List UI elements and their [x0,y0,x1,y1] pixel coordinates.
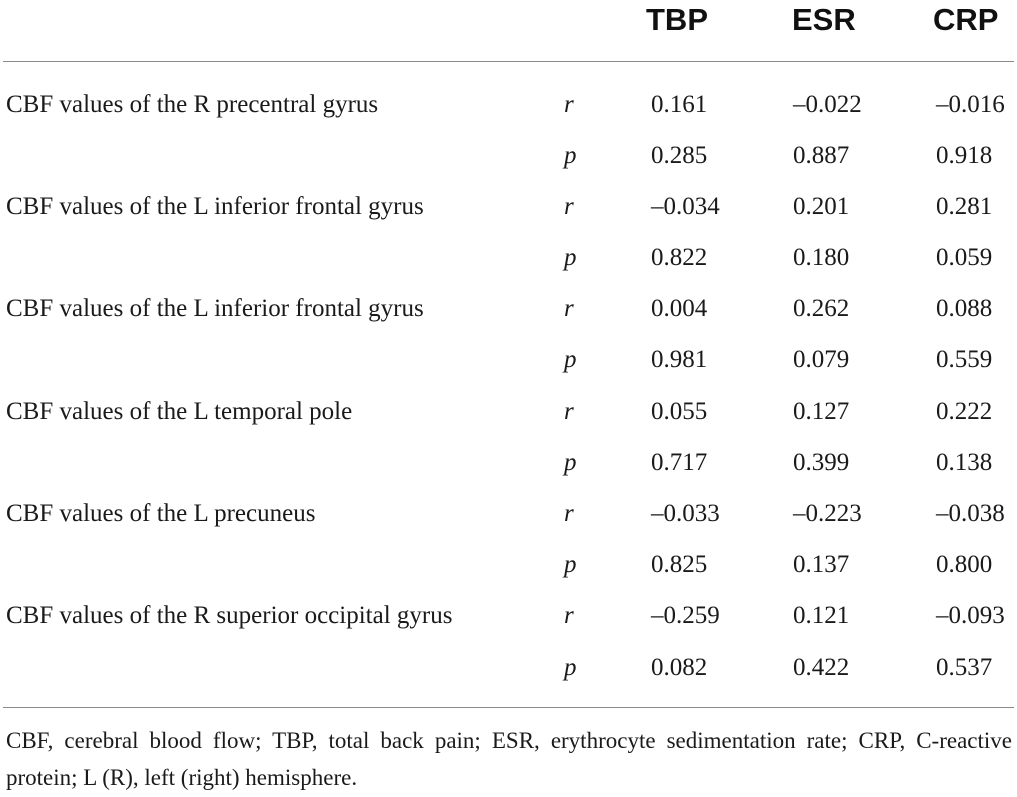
tbp-value: 0.055 [651,398,708,425]
tbp-value: –0.034 [651,193,720,220]
table-header-row: TBP ESR CRP [0,0,1017,60]
esr-value: 0.127 [793,398,850,425]
tbp-value: 0.825 [651,551,708,578]
crp-value: –0.038 [936,500,1005,527]
stat-symbol: r [564,91,574,118]
tbp-value: 0.004 [651,295,708,322]
stat-symbol: p [564,551,577,578]
column-header-crp: CRP [933,2,999,37]
table-row: CBF values of the L inferior frontal gyr… [0,181,1017,232]
tbp-value: 0.822 [651,244,708,271]
table-row: p 0.285 0.887 0.918 [0,130,1017,181]
esr-value: 0.180 [793,244,850,271]
tbp-value: 0.161 [651,91,708,118]
stat-symbol: p [564,346,577,373]
table-row: CBF values of the L precuneus r –0.033 –… [0,488,1017,539]
stat-symbol: p [564,449,577,476]
table-row: p 0.717 0.399 0.138 [0,437,1017,488]
crp-value: 0.138 [936,449,993,476]
esr-value: 0.137 [793,551,850,578]
stat-symbol: p [564,142,577,169]
stat-symbol: r [564,295,574,322]
column-header-esr: ESR [792,2,856,37]
tbp-value: 0.981 [651,346,708,373]
esr-value: 0.121 [793,602,850,629]
tbp-value: –0.259 [651,602,720,629]
esr-value: 0.422 [793,654,850,681]
crp-value: 0.537 [936,654,993,681]
stat-symbol: r [564,500,574,527]
stat-symbol: p [564,244,577,271]
table-row: CBF values of the L temporal pole r 0.05… [0,386,1017,437]
tbp-value: 0.717 [651,449,708,476]
column-header-tbp: TBP [646,2,708,37]
stat-symbol: r [564,398,574,425]
region-label: CBF values of the L inferior frontal gyr… [6,193,424,220]
region-label: CBF values of the R superior occipital g… [6,602,453,629]
esr-value: –0.022 [793,91,862,118]
header-divider [3,61,1014,62]
table-row: p 0.825 0.137 0.800 [0,539,1017,590]
table-bottom-divider [3,707,1014,708]
crp-value: –0.093 [936,602,1005,629]
stat-symbol: r [564,602,574,629]
esr-value: 0.201 [793,193,850,220]
crp-value: 0.222 [936,398,993,425]
crp-value: 0.059 [936,244,993,271]
tbp-value: 0.082 [651,654,708,681]
esr-value: 0.079 [793,346,850,373]
table-row: p 0.822 0.180 0.059 [0,232,1017,283]
esr-value: 0.887 [793,142,850,169]
crp-value: 0.918 [936,142,993,169]
crp-value: 0.800 [936,551,993,578]
region-label: CBF values of the L precuneus [6,500,316,527]
table-row: CBF values of the R superior occipital g… [0,590,1017,641]
region-label: CBF values of the R precentral gyrus [6,91,379,118]
crp-value: 0.088 [936,295,993,322]
tbp-value: 0.285 [651,142,708,169]
stat-symbol: r [564,193,574,220]
esr-value: 0.262 [793,295,850,322]
crp-value: 0.559 [936,346,993,373]
table-row: p 0.082 0.422 0.537 [0,642,1017,693]
crp-value: 0.281 [936,193,993,220]
stat-symbol: p [564,654,577,681]
esr-value: 0.399 [793,449,850,476]
esr-value: –0.223 [793,500,862,527]
crp-value: –0.016 [936,91,1005,118]
table-row: CBF values of the R precentral gyrus r 0… [0,79,1017,130]
tbp-value: –0.033 [651,500,720,527]
table-row: CBF values of the L inferior frontal gyr… [0,283,1017,334]
table-footnote: CBF, cerebral blood flow; TBP, total bac… [6,728,1012,790]
table-row: p 0.981 0.079 0.559 [0,334,1017,385]
region-label: CBF values of the L temporal pole [6,398,353,425]
region-label: CBF values of the L inferior frontal gyr… [6,295,424,322]
